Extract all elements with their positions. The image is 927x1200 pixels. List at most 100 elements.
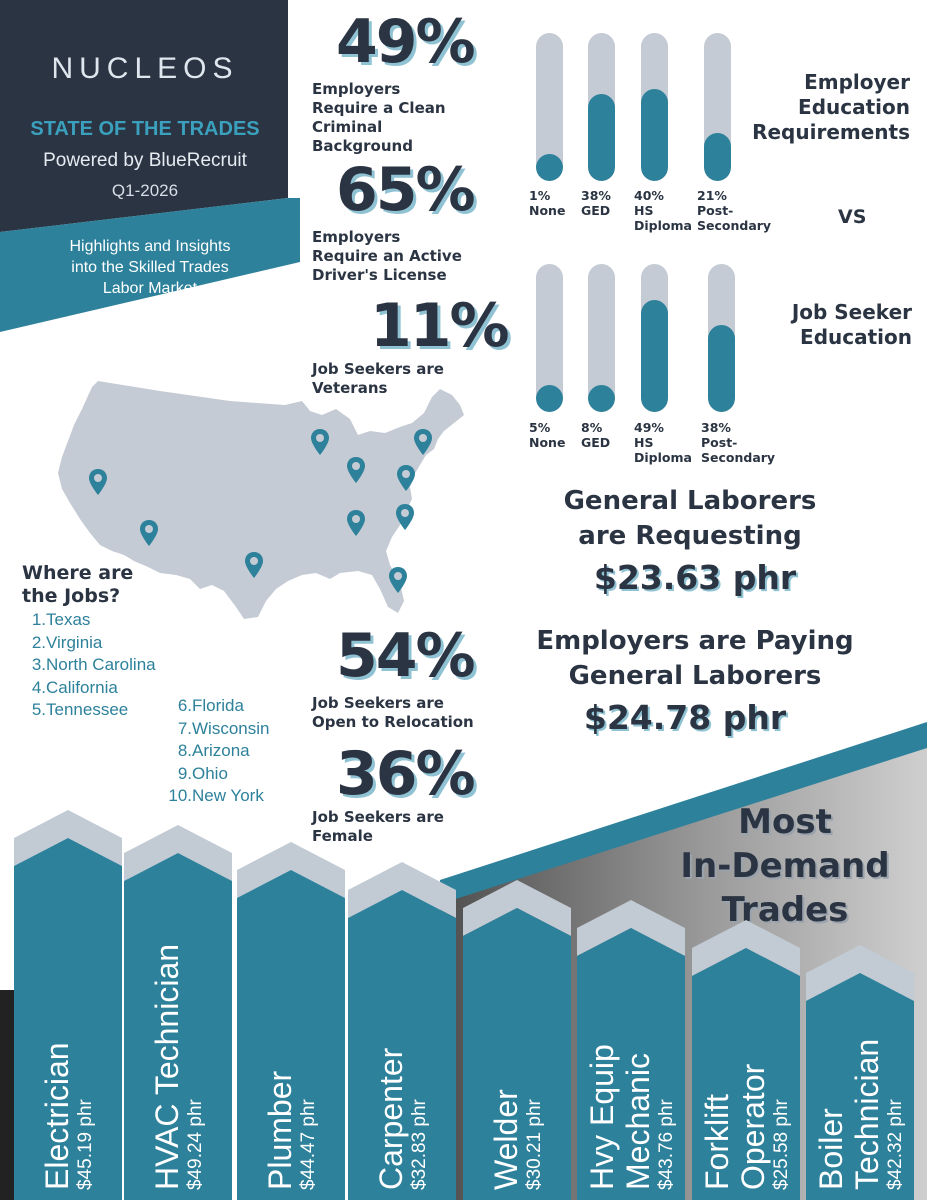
education-bar-fill (536, 154, 563, 181)
list-item: 10.New York (168, 786, 264, 805)
education-bar-label: 8% GED (581, 420, 610, 450)
drivers-license-pct: 65% (336, 155, 476, 225)
education-bar-category: HS (634, 435, 654, 450)
education-bar-label: 49% HS Diploma (634, 420, 692, 465)
criminal-background-pct: 49% (336, 7, 476, 77)
trade-wage: $49.24 phr (185, 1099, 206, 1190)
trade-name: Forklift (699, 1094, 735, 1190)
education-bar-pct: 38% (701, 420, 731, 435)
trade-label: Forklift Operator $25.58 phr (699, 1064, 793, 1190)
paying-heading: Employers are Paying General Laborers (536, 626, 854, 691)
education-bar-pct: 21% (697, 188, 727, 203)
education-bar-fill (641, 89, 668, 181)
education-bar-fill (588, 385, 615, 412)
trade-label: Electrician $45.19 phr (39, 1042, 97, 1190)
us-map-shape (58, 381, 464, 619)
education-bar-label: 38% Post- Secondary (701, 420, 775, 465)
requesting-wage: $23.63 phr (593, 558, 797, 597)
education-bar-track (588, 33, 615, 181)
map-pin-icon (397, 465, 415, 491)
education-bar-label: 38% GED (581, 188, 611, 218)
education-bar-pct: 8% (581, 420, 603, 435)
list-item: 9.Ohio (177, 763, 228, 783)
paying-wage: $24.78 phr (583, 698, 787, 737)
trade-arrow (692, 920, 800, 1200)
trade-arrow (463, 880, 571, 1200)
trade-label: Welder $30.21 phr (488, 1089, 546, 1190)
map-pin-icon (311, 429, 329, 455)
jobs-list-bottom5: 6.Florida 7.Wisconsin 8.Arizona 9.Ohio 1… (165, 695, 269, 808)
trade-label: Carpenter $32.83 phr (373, 1048, 431, 1190)
trades-heading: Most In-Demand Trades (680, 802, 890, 930)
education-bar-category: Diploma (634, 218, 692, 233)
list-item: 5.Tennessee (31, 700, 129, 719)
trade-wage: $30.21 phr (524, 1099, 545, 1190)
trade-label: Hvy Equip Mechanic $43.76 phr (584, 1044, 678, 1190)
education-bar-category: None (529, 435, 566, 450)
veterans-pct: 11% (370, 291, 510, 361)
trade-name: HVAC Technician (149, 943, 185, 1190)
map-pin-icon (140, 520, 158, 546)
trade-name: Mechanic (620, 1053, 656, 1190)
education-bar-track (536, 264, 563, 412)
list-item: 8.Arizona (177, 741, 250, 760)
education-bar-fill (536, 385, 563, 412)
list-item: 7.Wisconsin (177, 718, 270, 738)
trade-wage: $43.76 phr (656, 1099, 677, 1190)
list-item: 3.North Carolina (31, 655, 156, 674)
report-tagline: Highlights and Insights into the Skilled… (69, 238, 231, 297)
drivers-license-label: Employers Require an Active Driver's Lic… (312, 228, 462, 284)
trade-name: Operator (735, 1063, 771, 1190)
trade-arrow (124, 825, 232, 1200)
trade-label: Plumber $44.47 phr (262, 1071, 320, 1190)
trade-name: Technician (849, 1038, 885, 1190)
trade-arrow (237, 842, 345, 1200)
seeker-education-heading: Job Seeker Education (791, 300, 912, 349)
education-bar-pct: 5% (529, 420, 551, 435)
map-pin-icon (396, 504, 414, 530)
education-bar-category: GED (581, 435, 611, 450)
trade-label: HVAC Technician $49.24 phr (149, 944, 207, 1190)
trade-name: Boiler (813, 1108, 849, 1190)
report-title: STATE OF THE TRADES (30, 118, 260, 140)
education-bar-category: Secondary (701, 450, 776, 465)
education-bar-pct: 1% (529, 188, 551, 203)
education-bar-track (641, 264, 668, 412)
trade-wage: $42.32 phr (885, 1099, 906, 1190)
trade-name: Carpenter (373, 1047, 409, 1190)
education-bar-category: Post- (701, 435, 738, 450)
employer-education-heading: Employer Education Requirements (752, 70, 910, 144)
education-bar-pct: 40% (634, 188, 664, 203)
education-bar-label: 21% Post- Secondary (697, 188, 771, 233)
vs-label: VS (838, 206, 867, 228)
list-item: 4.California (31, 677, 118, 697)
education-bar-category: Post- (697, 203, 734, 218)
header-panel (0, 0, 300, 332)
jobs-list-top5: 1.Texas 2.Virginia 3.North Carolina 4.Ca… (28, 609, 156, 722)
report-subtitle: Powered by BlueRecruit (43, 150, 247, 171)
trade-name: Electrician (39, 1042, 75, 1190)
map-pin-icon (347, 457, 365, 483)
trade-arrow (577, 900, 685, 1200)
education-bar-track (588, 264, 615, 412)
map-pin-icon (389, 567, 407, 593)
trade-name: Hvy Equip (584, 1044, 620, 1190)
relocation-label: Job Seekers are Open to Relocation (312, 694, 474, 731)
list-item: 2.Virginia (31, 632, 103, 652)
list-item: 1.Texas (31, 610, 91, 629)
education-bar-category: Diploma (634, 450, 692, 465)
map-pin-icon (89, 469, 107, 495)
education-bar-track (536, 33, 563, 181)
education-bar-label: 40% HS Diploma (634, 188, 692, 233)
jobs-title: Where are the Jobs? (22, 562, 134, 607)
education-bar-label: 5% None (529, 420, 565, 450)
report-quarter: Q1-2026 (111, 181, 179, 200)
list-item: 6.Florida (177, 696, 244, 715)
trade-arrow (14, 810, 122, 1200)
education-bar-category: HS (634, 203, 654, 218)
trade-label: Boiler Technician $42.32 phr (813, 1039, 907, 1190)
criminal-background-label: Employers Require a Clean Criminal Backg… (312, 80, 446, 155)
education-bar-label: 1% None (529, 188, 565, 218)
education-bar-category: Secondary (697, 218, 772, 233)
education-bar-pct: 49% (634, 420, 664, 435)
